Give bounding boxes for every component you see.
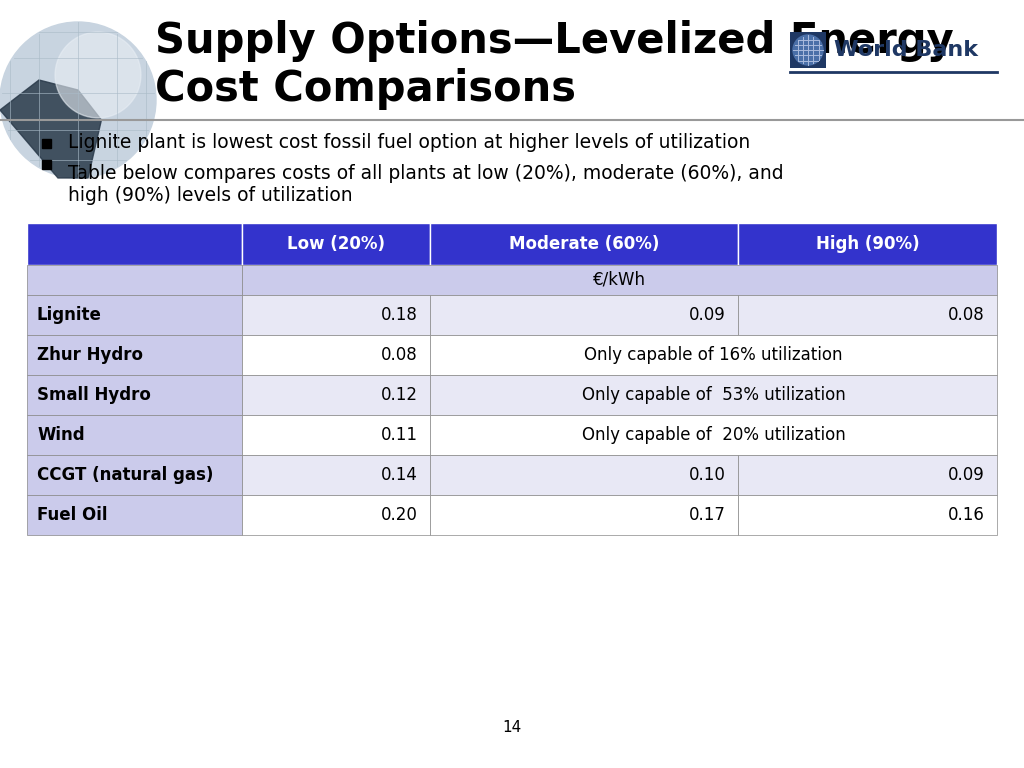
Text: Table below compares costs of all plants at low (20%), moderate (60%), and
high : Table below compares costs of all plants… <box>68 164 783 205</box>
Bar <box>738 455 997 495</box>
Text: High (90%): High (90%) <box>816 235 920 253</box>
Bar <box>42 138 51 147</box>
Bar <box>430 455 738 495</box>
Bar <box>242 375 430 415</box>
Bar <box>242 415 430 455</box>
Bar <box>242 495 430 535</box>
Bar <box>430 415 997 455</box>
Bar <box>27 415 242 455</box>
Bar <box>242 455 430 495</box>
Bar <box>242 265 997 295</box>
Text: Lignite: Lignite <box>37 306 101 324</box>
Circle shape <box>793 35 823 65</box>
Text: 0.14: 0.14 <box>381 466 418 484</box>
Circle shape <box>0 22 156 178</box>
Text: 0.17: 0.17 <box>689 506 726 524</box>
Text: World Bank: World Bank <box>834 40 978 60</box>
Bar <box>27 223 242 265</box>
Text: Only capable of  20% utilization: Only capable of 20% utilization <box>582 426 846 444</box>
Bar <box>738 495 997 535</box>
Bar <box>430 335 997 375</box>
Text: Moderate (60%): Moderate (60%) <box>509 235 659 253</box>
Bar <box>242 295 430 335</box>
Bar <box>27 455 242 495</box>
Text: Cost Comparisons: Cost Comparisons <box>155 68 575 110</box>
Text: Supply Options—Levelized Energy: Supply Options—Levelized Energy <box>155 20 953 62</box>
Polygon shape <box>0 80 101 178</box>
Text: Zhur Hydro: Zhur Hydro <box>37 346 143 364</box>
Bar <box>242 335 430 375</box>
Bar <box>27 335 242 375</box>
Text: 0.11: 0.11 <box>381 426 418 444</box>
Text: Small Hydro: Small Hydro <box>37 386 151 404</box>
Text: Only capable of  53% utilization: Only capable of 53% utilization <box>582 386 846 404</box>
Text: 0.08: 0.08 <box>948 306 985 324</box>
Bar <box>790 32 826 68</box>
Bar <box>27 375 242 415</box>
Bar <box>430 295 738 335</box>
Text: 0.08: 0.08 <box>381 346 418 364</box>
Bar <box>27 265 242 295</box>
Text: Lignite plant is lowest cost fossil fuel option at higher levels of utilization: Lignite plant is lowest cost fossil fuel… <box>68 134 751 153</box>
Text: 0.16: 0.16 <box>948 506 985 524</box>
Bar <box>42 160 51 169</box>
Text: 0.12: 0.12 <box>381 386 418 404</box>
Circle shape <box>55 32 141 118</box>
Text: 14: 14 <box>503 720 521 736</box>
Text: Only capable of 16% utilization: Only capable of 16% utilization <box>585 346 843 364</box>
Bar <box>27 495 242 535</box>
Bar <box>27 295 242 335</box>
Text: 0.10: 0.10 <box>689 466 726 484</box>
Text: Fuel Oil: Fuel Oil <box>37 506 108 524</box>
Bar <box>738 295 997 335</box>
Text: €/kWh: €/kWh <box>593 271 646 289</box>
Bar <box>738 223 997 265</box>
Bar <box>430 223 738 265</box>
Text: Wind: Wind <box>37 426 85 444</box>
Text: CCGT (natural gas): CCGT (natural gas) <box>37 466 213 484</box>
Bar <box>430 375 997 415</box>
Text: 0.20: 0.20 <box>381 506 418 524</box>
Text: 0.09: 0.09 <box>948 466 985 484</box>
Text: Low (20%): Low (20%) <box>287 235 385 253</box>
Bar <box>430 495 738 535</box>
Text: 0.18: 0.18 <box>381 306 418 324</box>
Bar <box>242 223 430 265</box>
Text: 0.09: 0.09 <box>689 306 726 324</box>
